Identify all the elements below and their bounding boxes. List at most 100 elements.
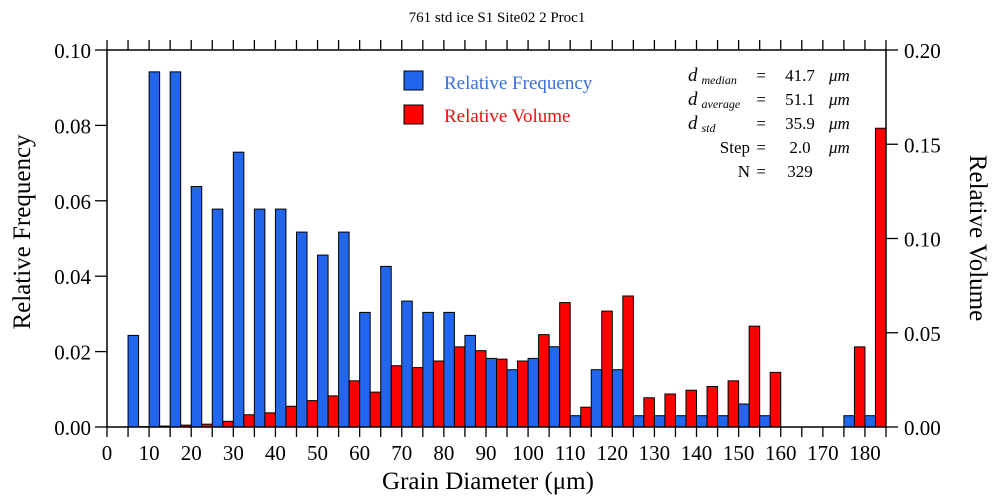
ticks-group: 0 10 20 30 40 50 60 70 80 90 100 110 120 130 140 150 160… <box>54 39 941 465</box>
stat-label: d median <box>688 65 737 87</box>
stat-label: Step <box>720 138 750 157</box>
bar-volume <box>432 360 445 428</box>
bar-volume <box>222 420 234 428</box>
bar-frequency <box>359 311 371 428</box>
stat-unit: μm <box>828 90 850 109</box>
bar-frequency <box>295 231 308 428</box>
stat-value: 329 <box>787 162 813 181</box>
y-tick-label: 0.08 <box>54 114 91 138</box>
x-tick-label: 40 <box>265 441 286 465</box>
bar-volume <box>411 367 424 428</box>
bar-frequency <box>169 71 182 428</box>
y2-tick-label: 0.05 <box>904 322 941 346</box>
x-tick-label: 20 <box>181 441 202 465</box>
stat-label: N <box>738 162 750 181</box>
legend: Relative Frequency Relative Volume <box>403 70 593 127</box>
x-tick-label: 170 <box>807 441 839 465</box>
bar-frequency <box>653 415 666 428</box>
y-tick-label: 0.00 <box>54 416 91 440</box>
stat-equals: = <box>756 66 766 85</box>
x-tick-label: 60 <box>349 441 370 465</box>
y2-tick-label: 0.00 <box>904 416 941 440</box>
bar-frequency <box>738 403 750 428</box>
y-tick-label: 0.10 <box>54 39 91 63</box>
bars-group <box>127 71 887 428</box>
y2-tick-label: 0.10 <box>904 228 941 252</box>
bar-frequency <box>590 369 603 428</box>
bar-volume <box>727 380 740 428</box>
bar-volume <box>664 393 676 428</box>
bar-frequency <box>401 300 413 428</box>
bar-volume <box>285 405 297 428</box>
x-tick-label: 180 <box>849 441 881 465</box>
stat-unit: μm <box>828 114 850 133</box>
legend-label-frequency: Relative Frequency <box>444 73 593 94</box>
bar-frequency <box>232 151 245 428</box>
bar-frequency <box>443 311 455 428</box>
x-tick-label: 160 <box>765 441 797 465</box>
bar-volume <box>853 346 866 428</box>
bar-volume <box>685 389 698 428</box>
x-tick-label: 140 <box>681 441 713 465</box>
bar-frequency <box>696 415 708 428</box>
bar-frequency <box>717 415 729 428</box>
x-tick-label: 120 <box>597 441 629 465</box>
bar-frequency <box>843 415 855 428</box>
y-tick-label: 0.02 <box>54 341 91 365</box>
bar-frequency <box>674 415 687 428</box>
bar-volume <box>643 397 655 428</box>
bar-frequency <box>611 369 624 428</box>
bar-frequency <box>569 415 582 428</box>
bar-volume <box>559 302 571 428</box>
stat-equals: = <box>756 162 766 181</box>
bar-volume <box>348 380 361 428</box>
stat-equals: = <box>756 90 766 109</box>
y-tick-label: 0.06 <box>54 190 91 214</box>
bar-frequency <box>317 254 329 428</box>
y2-tick-label: 0.20 <box>904 39 941 63</box>
y2-axis-label: Relative Volume <box>964 155 991 321</box>
x-tick-label: 0 <box>102 441 113 465</box>
stat-value: 35.9 <box>785 114 815 133</box>
bar-volume <box>874 127 887 428</box>
legend-swatch-volume <box>403 104 424 125</box>
stat-value: 41.7 <box>785 66 815 85</box>
bar-volume <box>327 395 340 428</box>
bar-frequency <box>253 208 266 428</box>
y2-tick-label: 0.15 <box>904 133 941 157</box>
legend-swatch-frequency <box>403 70 424 91</box>
stat-equals: = <box>756 114 766 133</box>
legend-label-volume: Relative Volume <box>444 106 570 127</box>
bar-volume <box>517 360 529 428</box>
x-axis-label: Grain Diameter (μm) <box>382 468 594 495</box>
bar-volume <box>748 325 761 428</box>
bar-frequency <box>127 334 140 428</box>
bar-volume <box>474 350 487 428</box>
x-tick-label: 50 <box>307 441 328 465</box>
bar-frequency <box>759 415 771 428</box>
bar-frequency <box>211 208 224 428</box>
bar-volume <box>580 406 592 428</box>
x-tick-label: 30 <box>223 441 244 465</box>
bar-volume <box>706 385 719 428</box>
bar-volume <box>453 346 466 428</box>
bar-frequency <box>548 346 561 428</box>
bar-volume <box>769 371 782 428</box>
bar-frequency <box>274 208 287 428</box>
stat-equals: = <box>756 138 766 157</box>
stat-unit: μm <box>828 138 850 157</box>
bar-frequency <box>464 334 476 428</box>
stat-unit: μm <box>828 66 850 85</box>
bar-volume <box>601 310 613 428</box>
bar-volume <box>306 400 319 428</box>
bar-volume <box>538 334 550 428</box>
x-tick-label: 90 <box>475 441 496 465</box>
stat-value: 2.0 <box>789 138 810 157</box>
bar-volume <box>622 295 634 428</box>
bar-frequency <box>864 415 876 428</box>
bar-frequency <box>632 415 645 428</box>
x-tick-label: 100 <box>512 441 544 465</box>
bar-frequency <box>148 71 161 428</box>
bar-frequency <box>527 357 540 428</box>
